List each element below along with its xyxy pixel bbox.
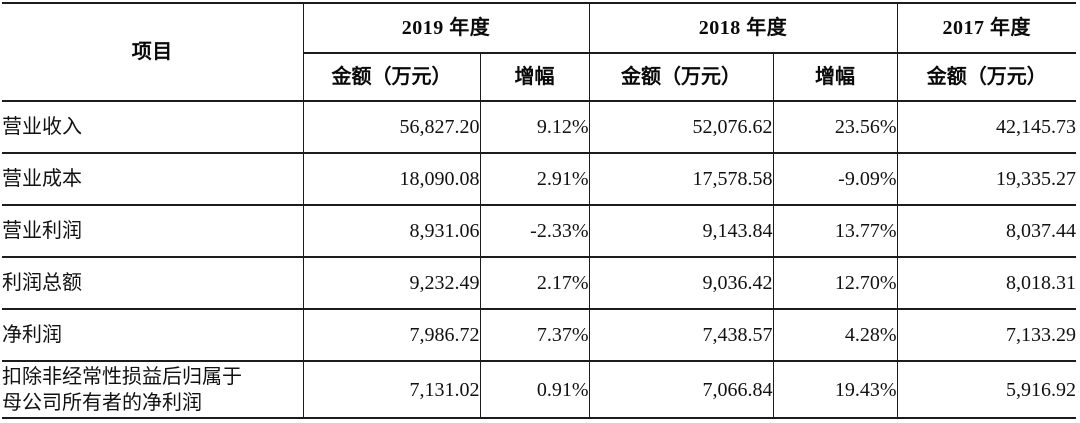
column-header-item: 项目 xyxy=(2,3,303,102)
amount-2017-cell: 7,133.29 xyxy=(896,309,1076,362)
column-header-year-2018: 2018 年度 xyxy=(588,3,897,54)
amount-2019-cell: 7,131.02 xyxy=(302,361,480,419)
table-row-operating-revenue: 营业收入 56,827.20 9.12% 52,076.62 23.56% 42… xyxy=(2,101,1076,154)
row-item-label: 营业成本 xyxy=(2,153,303,206)
amount-2017-cell: 8,018.31 xyxy=(896,257,1076,310)
amount-2019-cell: 8,931.06 xyxy=(302,205,480,258)
row-item-label: 扣除非经常性损益后归属于 母公司所有者的净利润 xyxy=(2,361,303,419)
amount-2019-cell: 9,232.49 xyxy=(302,257,480,310)
subheader-amount-2017: 金额（万元） xyxy=(896,53,1076,102)
amount-2018-cell: 17,578.58 xyxy=(588,153,773,206)
growth-2019-cell: 7.37% xyxy=(479,309,589,362)
amount-2018-cell: 7,438.57 xyxy=(588,309,773,362)
growth-2018-cell: 19.43% xyxy=(772,361,897,419)
column-header-year-2019: 2019 年度 xyxy=(302,3,589,54)
row-item-label: 营业收入 xyxy=(2,101,303,154)
growth-2018-cell: 13.77% xyxy=(772,205,897,258)
table-row-operating-profit: 营业利润 8,931.06 -2.33% 9,143.84 13.77% 8,0… xyxy=(2,205,1076,258)
growth-2019-cell: -2.33% xyxy=(479,205,589,258)
amount-2017-cell: 8,037.44 xyxy=(896,205,1076,258)
amount-2018-cell: 52,076.62 xyxy=(588,101,773,154)
growth-2018-cell: 4.28% xyxy=(772,309,897,362)
column-header-year-2017: 2017 年度 xyxy=(896,3,1076,54)
growth-2019-cell: 0.91% xyxy=(479,361,589,419)
growth-2019-cell: 2.17% xyxy=(479,257,589,310)
header-row-subcolumns: 金额（万元） 增幅 金额（万元） 增幅 金额（万元） xyxy=(2,53,1076,102)
growth-2018-cell: 12.70% xyxy=(772,257,897,310)
header-row-years: 项目 2019 年度 2018 年度 2017 年度 xyxy=(2,3,1076,102)
row-item-label: 营业利润 xyxy=(2,205,303,258)
amount-2018-cell: 9,036.42 xyxy=(588,257,773,310)
table-row-net-profit: 净利润 7,986.72 7.37% 7,438.57 4.28% 7,133.… xyxy=(2,309,1076,362)
subheader-amount-2018: 金额（万元） xyxy=(588,53,773,102)
amount-2017-cell: 42,145.73 xyxy=(896,101,1076,154)
table-row-operating-cost: 营业成本 18,090.08 2.91% 17,578.58 -9.09% 19… xyxy=(2,153,1076,206)
subheader-amount-2019: 金额（万元） xyxy=(302,53,480,102)
amount-2017-cell: 19,335.27 xyxy=(896,153,1076,206)
row-item-label: 净利润 xyxy=(2,309,303,362)
amount-2019-cell: 18,090.08 xyxy=(302,153,480,206)
growth-2018-cell: -9.09% xyxy=(772,153,897,206)
amount-2018-cell: 9,143.84 xyxy=(588,205,773,258)
amount-2018-cell: 7,066.84 xyxy=(588,361,773,419)
subheader-growth-2018: 增幅 xyxy=(772,53,897,102)
growth-2018-cell: 23.56% xyxy=(772,101,897,154)
amount-2019-cell: 56,827.20 xyxy=(302,101,480,154)
row-item-label: 利润总额 xyxy=(2,257,303,310)
amount-2019-cell: 7,986.72 xyxy=(302,309,480,362)
growth-2019-cell: 2.91% xyxy=(479,153,589,206)
table-row-total-profit: 利润总额 9,232.49 2.17% 9,036.42 12.70% 8,01… xyxy=(2,257,1076,310)
growth-2019-cell: 9.12% xyxy=(479,101,589,154)
amount-2017-cell: 5,916.92 xyxy=(896,361,1076,419)
table-row-net-profit-excl-nonrecurring: 扣除非经常性损益后归属于 母公司所有者的净利润 7,131.02 0.91% 7… xyxy=(2,361,1076,419)
subheader-growth-2019: 增幅 xyxy=(479,53,589,102)
